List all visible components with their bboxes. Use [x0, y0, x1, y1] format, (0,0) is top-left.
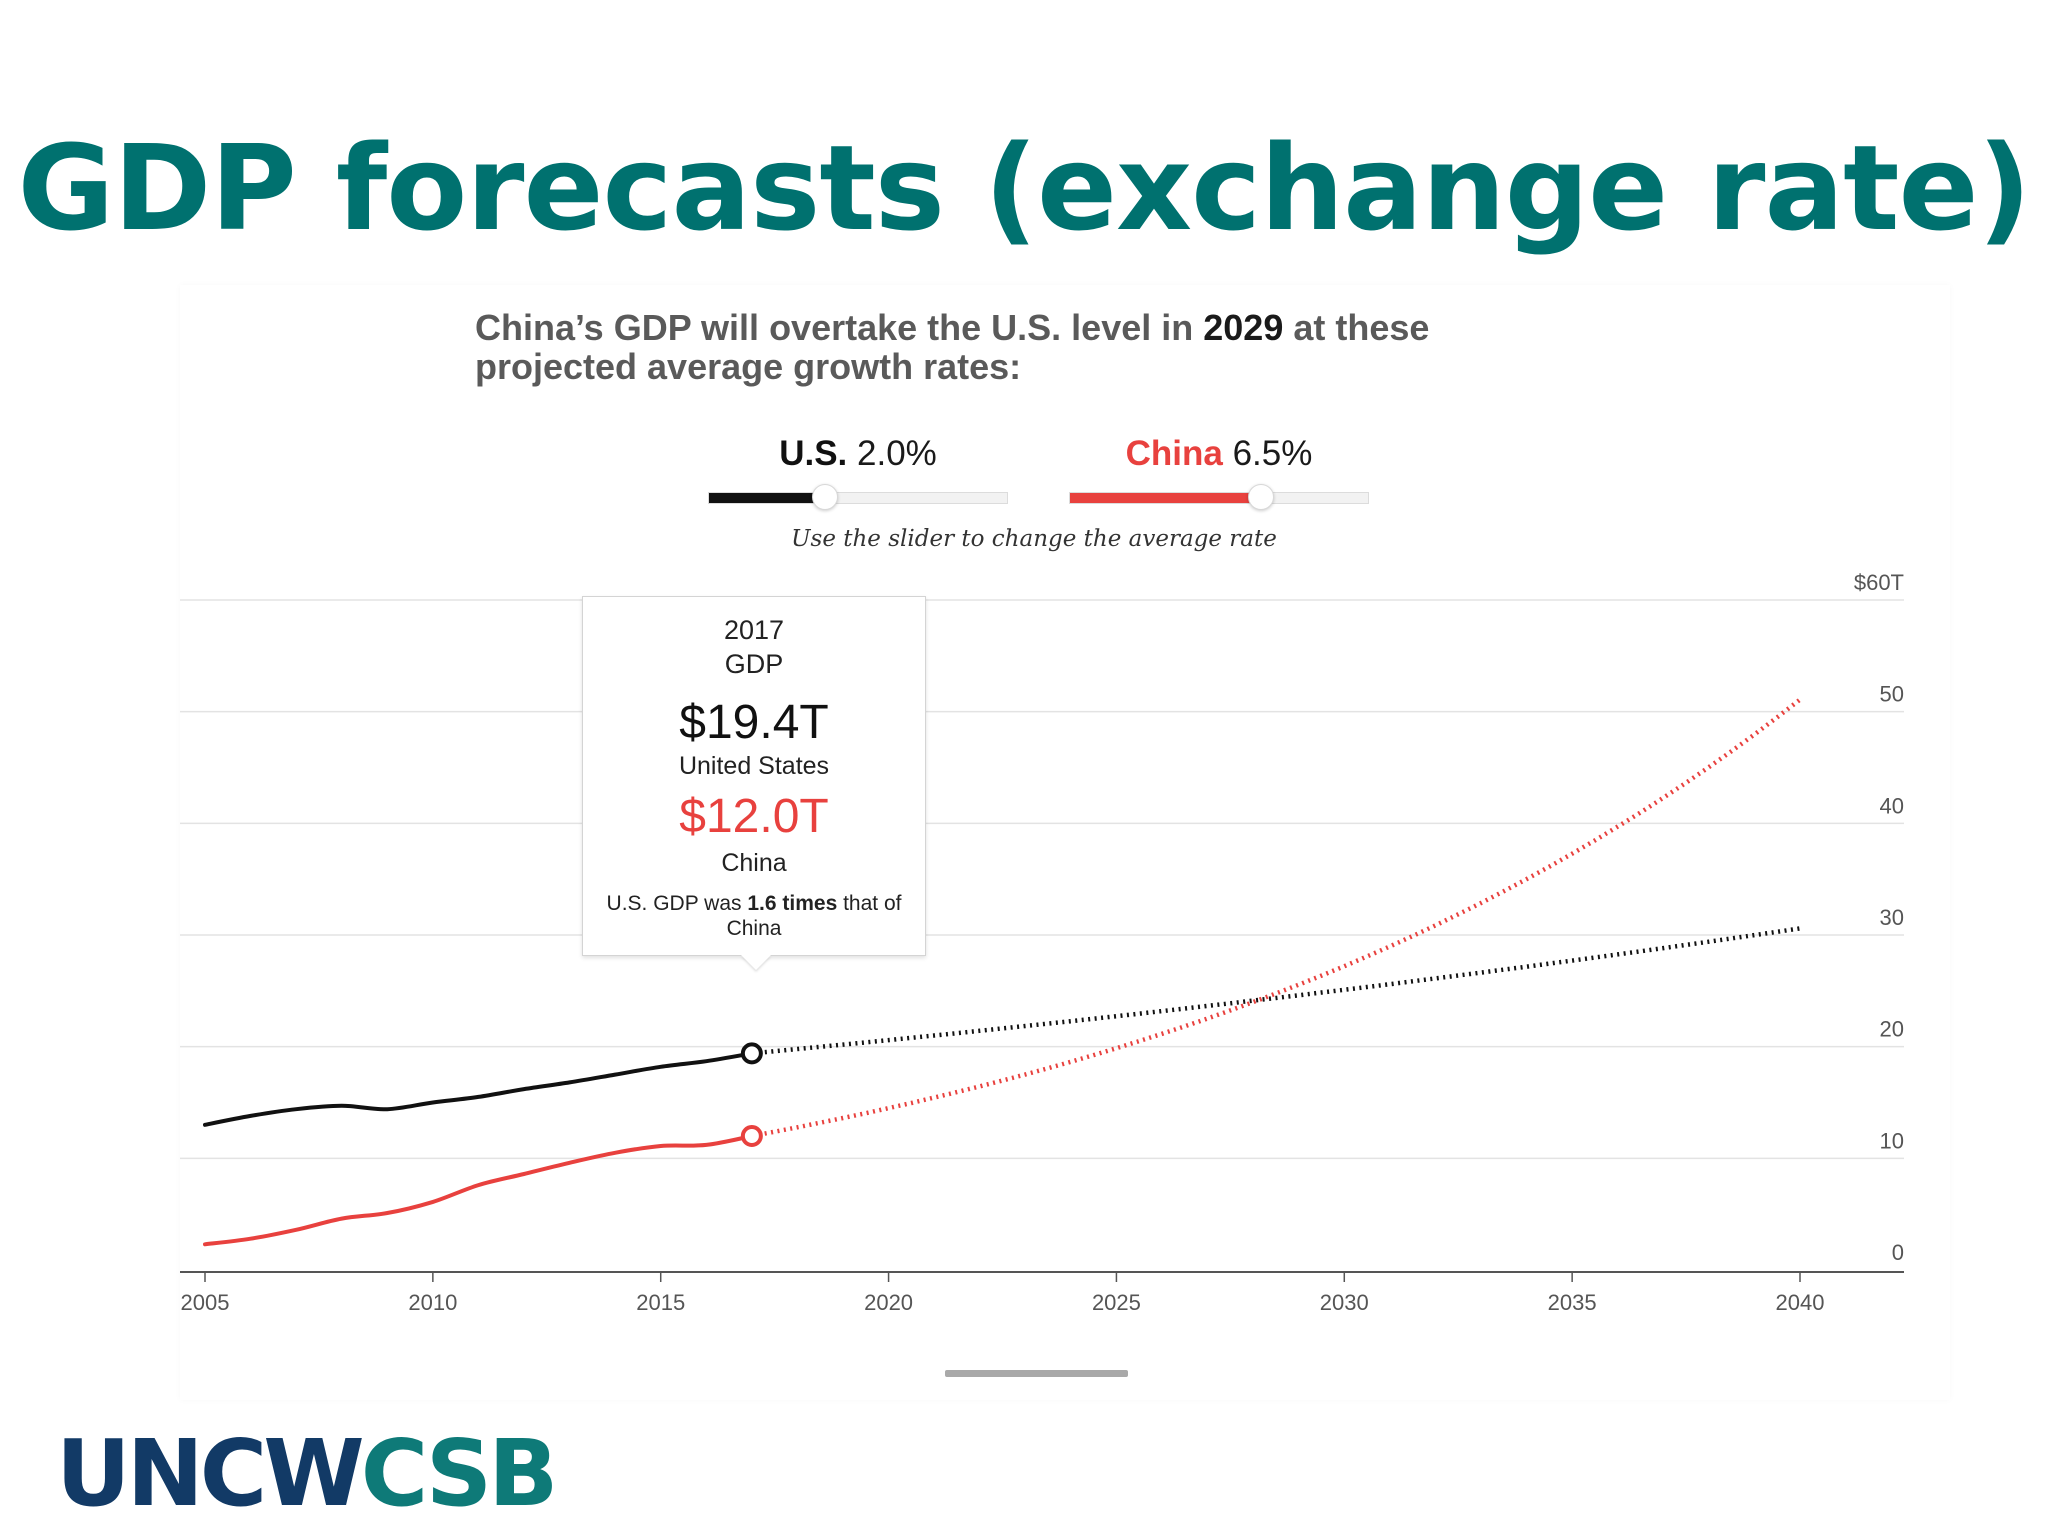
tooltip-note-end: that of China — [726, 892, 902, 940]
china-2017-marker — [740, 1125, 763, 1147]
y-tick-label: 50 — [1880, 682, 1904, 707]
tooltip-us-value: $19.4T — [679, 696, 829, 749]
x-tick-label: 2015 — [636, 1290, 685, 1315]
y-tick-label: 30 — [1880, 905, 1904, 930]
us-slider-fill — [709, 493, 826, 503]
x-tick-label: 2035 — [1548, 1290, 1597, 1315]
headline-text-end: at these projected average growth rates: — [475, 307, 1430, 387]
us-historical-line — [203, 1051, 754, 1127]
china-historical-line — [203, 1134, 754, 1247]
y-tick-label: 20 — [1880, 1017, 1904, 1042]
us-projection-line — [751, 926, 1801, 1056]
data-tooltip: 2017 GDP $19.4T United States $12.0T Chi… — [582, 596, 926, 956]
uncw-csb-logo: UNCWCSB — [56, 1428, 558, 1520]
scroll-indicator[interactable] — [945, 1370, 1128, 1377]
china-slider-name: China — [1125, 434, 1223, 473]
x-tick-label: 2040 — [1776, 1290, 1825, 1315]
china-rate-slider[interactable]: China 6.5% — [1069, 434, 1369, 514]
tooltip-measure: GDP — [724, 649, 784, 679]
china-slider-label: China 6.5% — [1069, 434, 1369, 474]
chart-panel — [180, 285, 1950, 1400]
slider-hint: Use the slider to change the average rat… — [791, 526, 1277, 552]
y-tick-label: $60T — [1854, 570, 1904, 595]
tooltip-china-label: China — [721, 849, 787, 877]
us-slider-handle[interactable] — [812, 484, 839, 510]
us-rate-slider[interactable]: U.S. 2.0% — [708, 434, 1008, 514]
y-tick-label: 40 — [1880, 793, 1904, 818]
logo-text-csb: CSB — [360, 1420, 559, 1527]
x-tick-label: 2010 — [408, 1290, 457, 1315]
us-slider-name: U.S. — [779, 434, 848, 473]
y-tick-label: 0 — [1892, 1240, 1904, 1265]
x-tick-label: 2025 — [1092, 1290, 1141, 1315]
headline-text-start: China’s GDP will overtake the U.S. level… — [475, 307, 1204, 348]
tooltip-note: U.S. GDP was 1.6 times that of China — [583, 891, 925, 941]
china-slider-handle[interactable] — [1247, 484, 1274, 510]
us-slider-rate: 2.0% — [857, 434, 937, 473]
tooltip-pointer — [741, 955, 771, 970]
china-slider-track[interactable] — [1069, 484, 1369, 510]
china-slider-fill — [1070, 493, 1261, 503]
tooltip-china-value: $12.0T — [679, 790, 829, 843]
tooltip-note-ratio: 1.6 times — [747, 892, 838, 915]
x-tick-label: 2005 — [181, 1290, 230, 1315]
us-slider-track[interactable] — [708, 484, 1008, 510]
chart-headline: China’s GDP will overtake the U.S. level… — [475, 308, 1575, 386]
us-slider-label: U.S. 2.0% — [708, 434, 1008, 474]
headline-year: 2029 — [1203, 307, 1284, 348]
x-tick-label: 2020 — [864, 1290, 913, 1315]
tooltip-year: 2017 — [723, 615, 785, 645]
x-tick-label: 2030 — [1320, 1290, 1369, 1315]
tooltip-us-label: United States — [678, 752, 830, 780]
us-2017-marker — [740, 1042, 763, 1065]
slide-title: GDP forecasts (exchange rate) — [17, 119, 2032, 257]
logo-text-uncw: UNCW — [56, 1420, 365, 1527]
tooltip-note-start: U.S. GDP was — [606, 892, 748, 915]
y-tick-label: 10 — [1880, 1128, 1904, 1153]
china-slider-rate: 6.5% — [1232, 434, 1313, 473]
